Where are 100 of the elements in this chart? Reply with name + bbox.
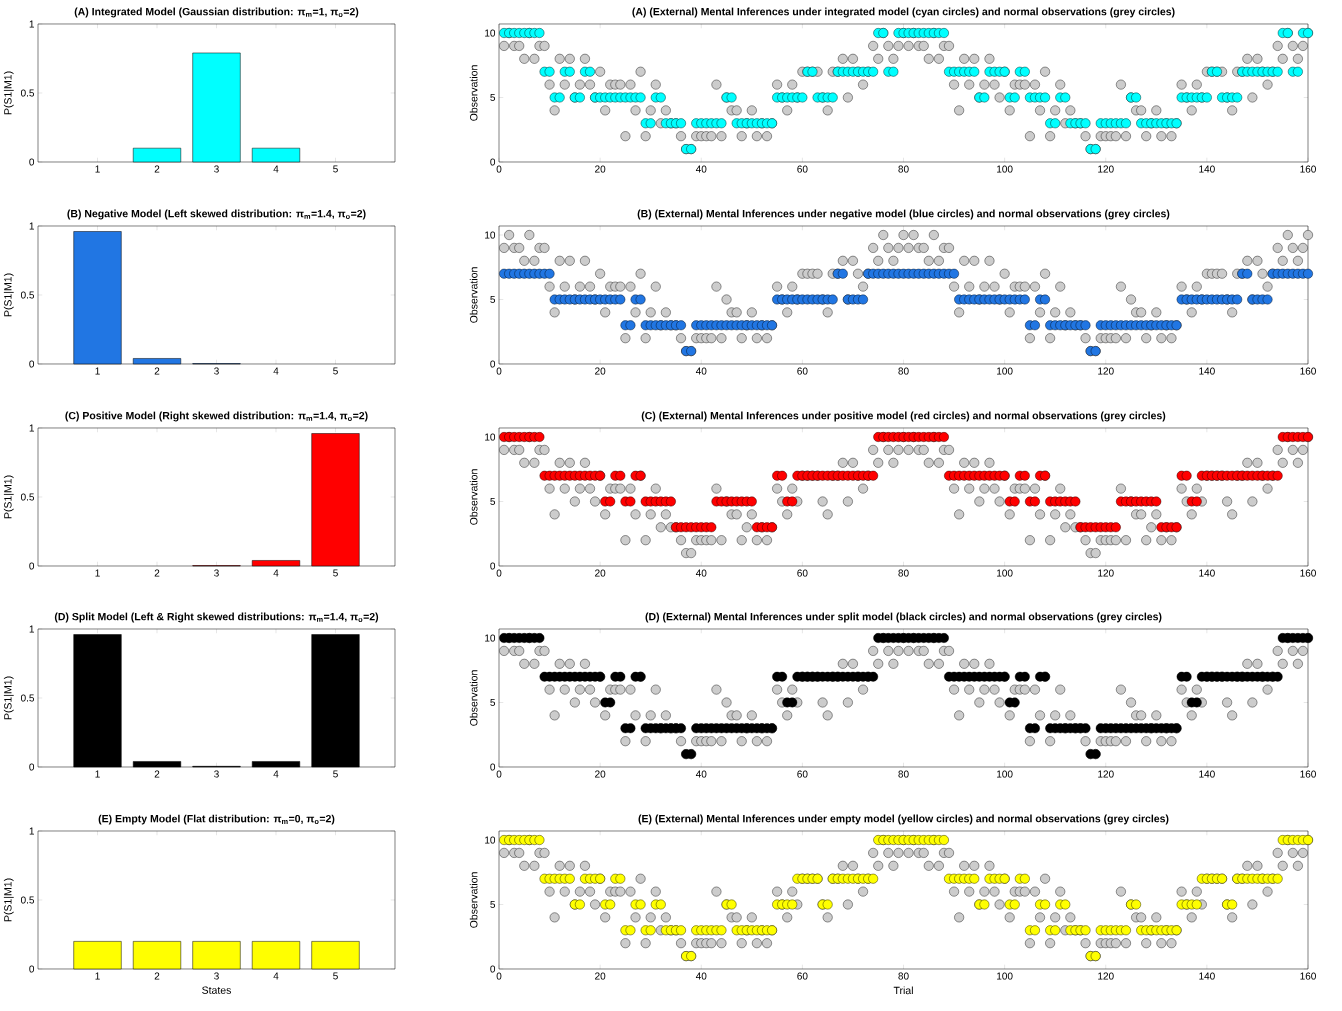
x-tick-label: 0 [496, 569, 502, 577]
x-tick-label: 2 [154, 770, 160, 778]
y-tick-label: 1 [29, 222, 34, 230]
x-tick-label: 40 [695, 972, 707, 980]
y-tick-label: 10 [485, 836, 496, 844]
chart-title: (E) (External) Mental Inferences under empty model (yellow circles) and normal observations (grey circles) [638, 814, 1169, 825]
x-tick-label: 140 [1199, 165, 1215, 173]
y-axis-title: P(S1|M1) [3, 878, 14, 922]
chart-title: (B) (External) Mental Inferences under negative model (blue circles) and normal observations (grey circles) [637, 209, 1170, 220]
y-tick-label: 5 [490, 296, 496, 303]
chart-title: (D) (External) Mental Inferences under split model (black circles) and normal observations (grey circles) [645, 612, 1162, 623]
y-tick-label: 0.5 [20, 89, 35, 97]
chart-title: (D) Split Model (Left & Right skewed distributions: π$_{m}$=1.4, π$_{o}$=2) [54, 612, 379, 623]
y-tick-label: 0 [29, 360, 35, 368]
y-tick-label: 0 [29, 158, 35, 166]
y-tick-label: 0 [490, 965, 496, 973]
y-tick-label: 10 [485, 29, 496, 37]
x-tick-label: 20 [595, 770, 606, 778]
x-tick-label: 160 [1300, 165, 1316, 173]
chart-title: (B) Negative Model (Left skewed distribution: π$_{m}$=1.4, π$_{o}$=2) [67, 209, 366, 220]
x-tick-label: 4 [273, 770, 279, 778]
y-tick-label: 5 [490, 498, 496, 505]
x-tick-label: 1 [95, 569, 100, 577]
x-tick-label: 5 [333, 165, 338, 173]
x-tick-label: 2 [154, 569, 160, 577]
x-tick-label: 100 [997, 367, 1013, 375]
x-tick-label: 4 [273, 367, 279, 375]
x-tick-label: 120 [1098, 367, 1114, 375]
y-tick-label: 0.5 [20, 694, 35, 702]
x-tick-label: 140 [1199, 972, 1215, 980]
y-tick-label: 1 [29, 827, 34, 835]
y-axis-title: Observation [469, 872, 478, 928]
x-tick-label: 1 [95, 972, 100, 980]
y-tick-label: 1 [29, 424, 34, 432]
x-tick-label: 60 [797, 569, 808, 577]
x-tick-label: 40 [695, 770, 707, 778]
x-tick-label: 4 [273, 569, 279, 577]
x-tick-label: 3 [214, 367, 219, 375]
x-tick-label: 60 [797, 972, 808, 980]
y-tick-label: 5 [490, 699, 496, 706]
y-tick-label: 0 [29, 965, 35, 973]
x-tick-label: 5 [333, 569, 338, 577]
x-tick-label: 100 [997, 569, 1013, 577]
chart-title: (A) (External) Mental Inferences under integrated model (cyan circles) and normal observations (grey circles) [632, 7, 1175, 18]
x-tick-label: 160 [1300, 367, 1316, 375]
x-tick-label: 120 [1098, 972, 1114, 980]
chart-title: (E) Empty Model (Flat distribution: π$_{m}$=0, π$_{o}$=2) [98, 814, 335, 825]
x-tick-label: 80 [898, 770, 909, 778]
x-tick-label: 100 [997, 165, 1013, 173]
y-tick-label: 0.5 [20, 896, 35, 904]
y-tick-label: 0 [29, 562, 35, 570]
x-tick-label: 1 [95, 367, 100, 375]
x-tick-label: 80 [898, 972, 909, 980]
y-tick-label: 1 [29, 625, 34, 633]
x-tick-label: 20 [595, 165, 606, 173]
x-tick-label: 100 [997, 770, 1013, 778]
x-tick-label: 160 [1300, 770, 1316, 778]
x-tick-label: 60 [797, 770, 808, 778]
x-tick-label: 140 [1199, 770, 1215, 778]
x-tick-label: 1 [95, 165, 100, 173]
x-tick-label: 2 [154, 367, 160, 375]
x-tick-label: 4 [273, 972, 279, 980]
y-axis-title: P(S1|M1) [3, 676, 14, 720]
x-tick-label: 0 [496, 165, 502, 173]
y-axis-title: Observation [469, 469, 478, 525]
x-tick-label: 20 [595, 972, 606, 980]
chart-title: (C) Positive Model (Right skewed distribution: π$_{m}$=1.4, π$_{o}$=2) [65, 411, 368, 422]
x-tick-label: 40 [695, 569, 707, 577]
x-tick-label: 80 [898, 367, 909, 375]
x-tick-label: 3 [214, 569, 219, 577]
x-tick-label: 120 [1098, 165, 1114, 173]
x-tick-label: 2 [154, 165, 160, 173]
y-tick-label: 10 [485, 231, 496, 239]
y-axis-title: Observation [469, 670, 478, 726]
x-tick-label: 120 [1098, 569, 1114, 577]
y-tick-label: 0 [490, 158, 496, 166]
x-tick-label: 100 [997, 972, 1013, 980]
x-tick-label: 120 [1098, 770, 1114, 778]
chart-title: (C) (External) Mental Inferences under positive model (red circles) and normal observations (grey circles) [641, 411, 1166, 422]
x-tick-label: 140 [1199, 569, 1215, 577]
x-tick-label: 80 [898, 165, 909, 173]
x-tick-label: 3 [214, 770, 219, 778]
y-axis-title: P(S1|M1) [3, 273, 14, 317]
x-tick-label: 20 [595, 569, 606, 577]
x-axis-title: States [202, 986, 231, 994]
y-axis-title: P(S1|M1) [3, 71, 14, 115]
x-tick-label: 5 [333, 972, 338, 980]
y-tick-label: 1 [29, 20, 34, 28]
x-tick-label: 80 [898, 569, 909, 577]
x-axis-title: Trial [893, 986, 913, 995]
x-tick-label: 3 [214, 165, 219, 173]
x-tick-label: 1 [95, 770, 100, 778]
x-tick-label: 20 [595, 367, 606, 375]
x-tick-label: 0 [496, 770, 502, 778]
x-tick-label: 160 [1300, 972, 1316, 980]
x-tick-label: 5 [333, 367, 338, 375]
x-tick-label: 140 [1199, 367, 1215, 375]
y-axis-title: P(S1|M1) [3, 475, 14, 519]
y-axis-title: Observation [469, 267, 478, 323]
y-tick-label: 0 [490, 360, 496, 368]
